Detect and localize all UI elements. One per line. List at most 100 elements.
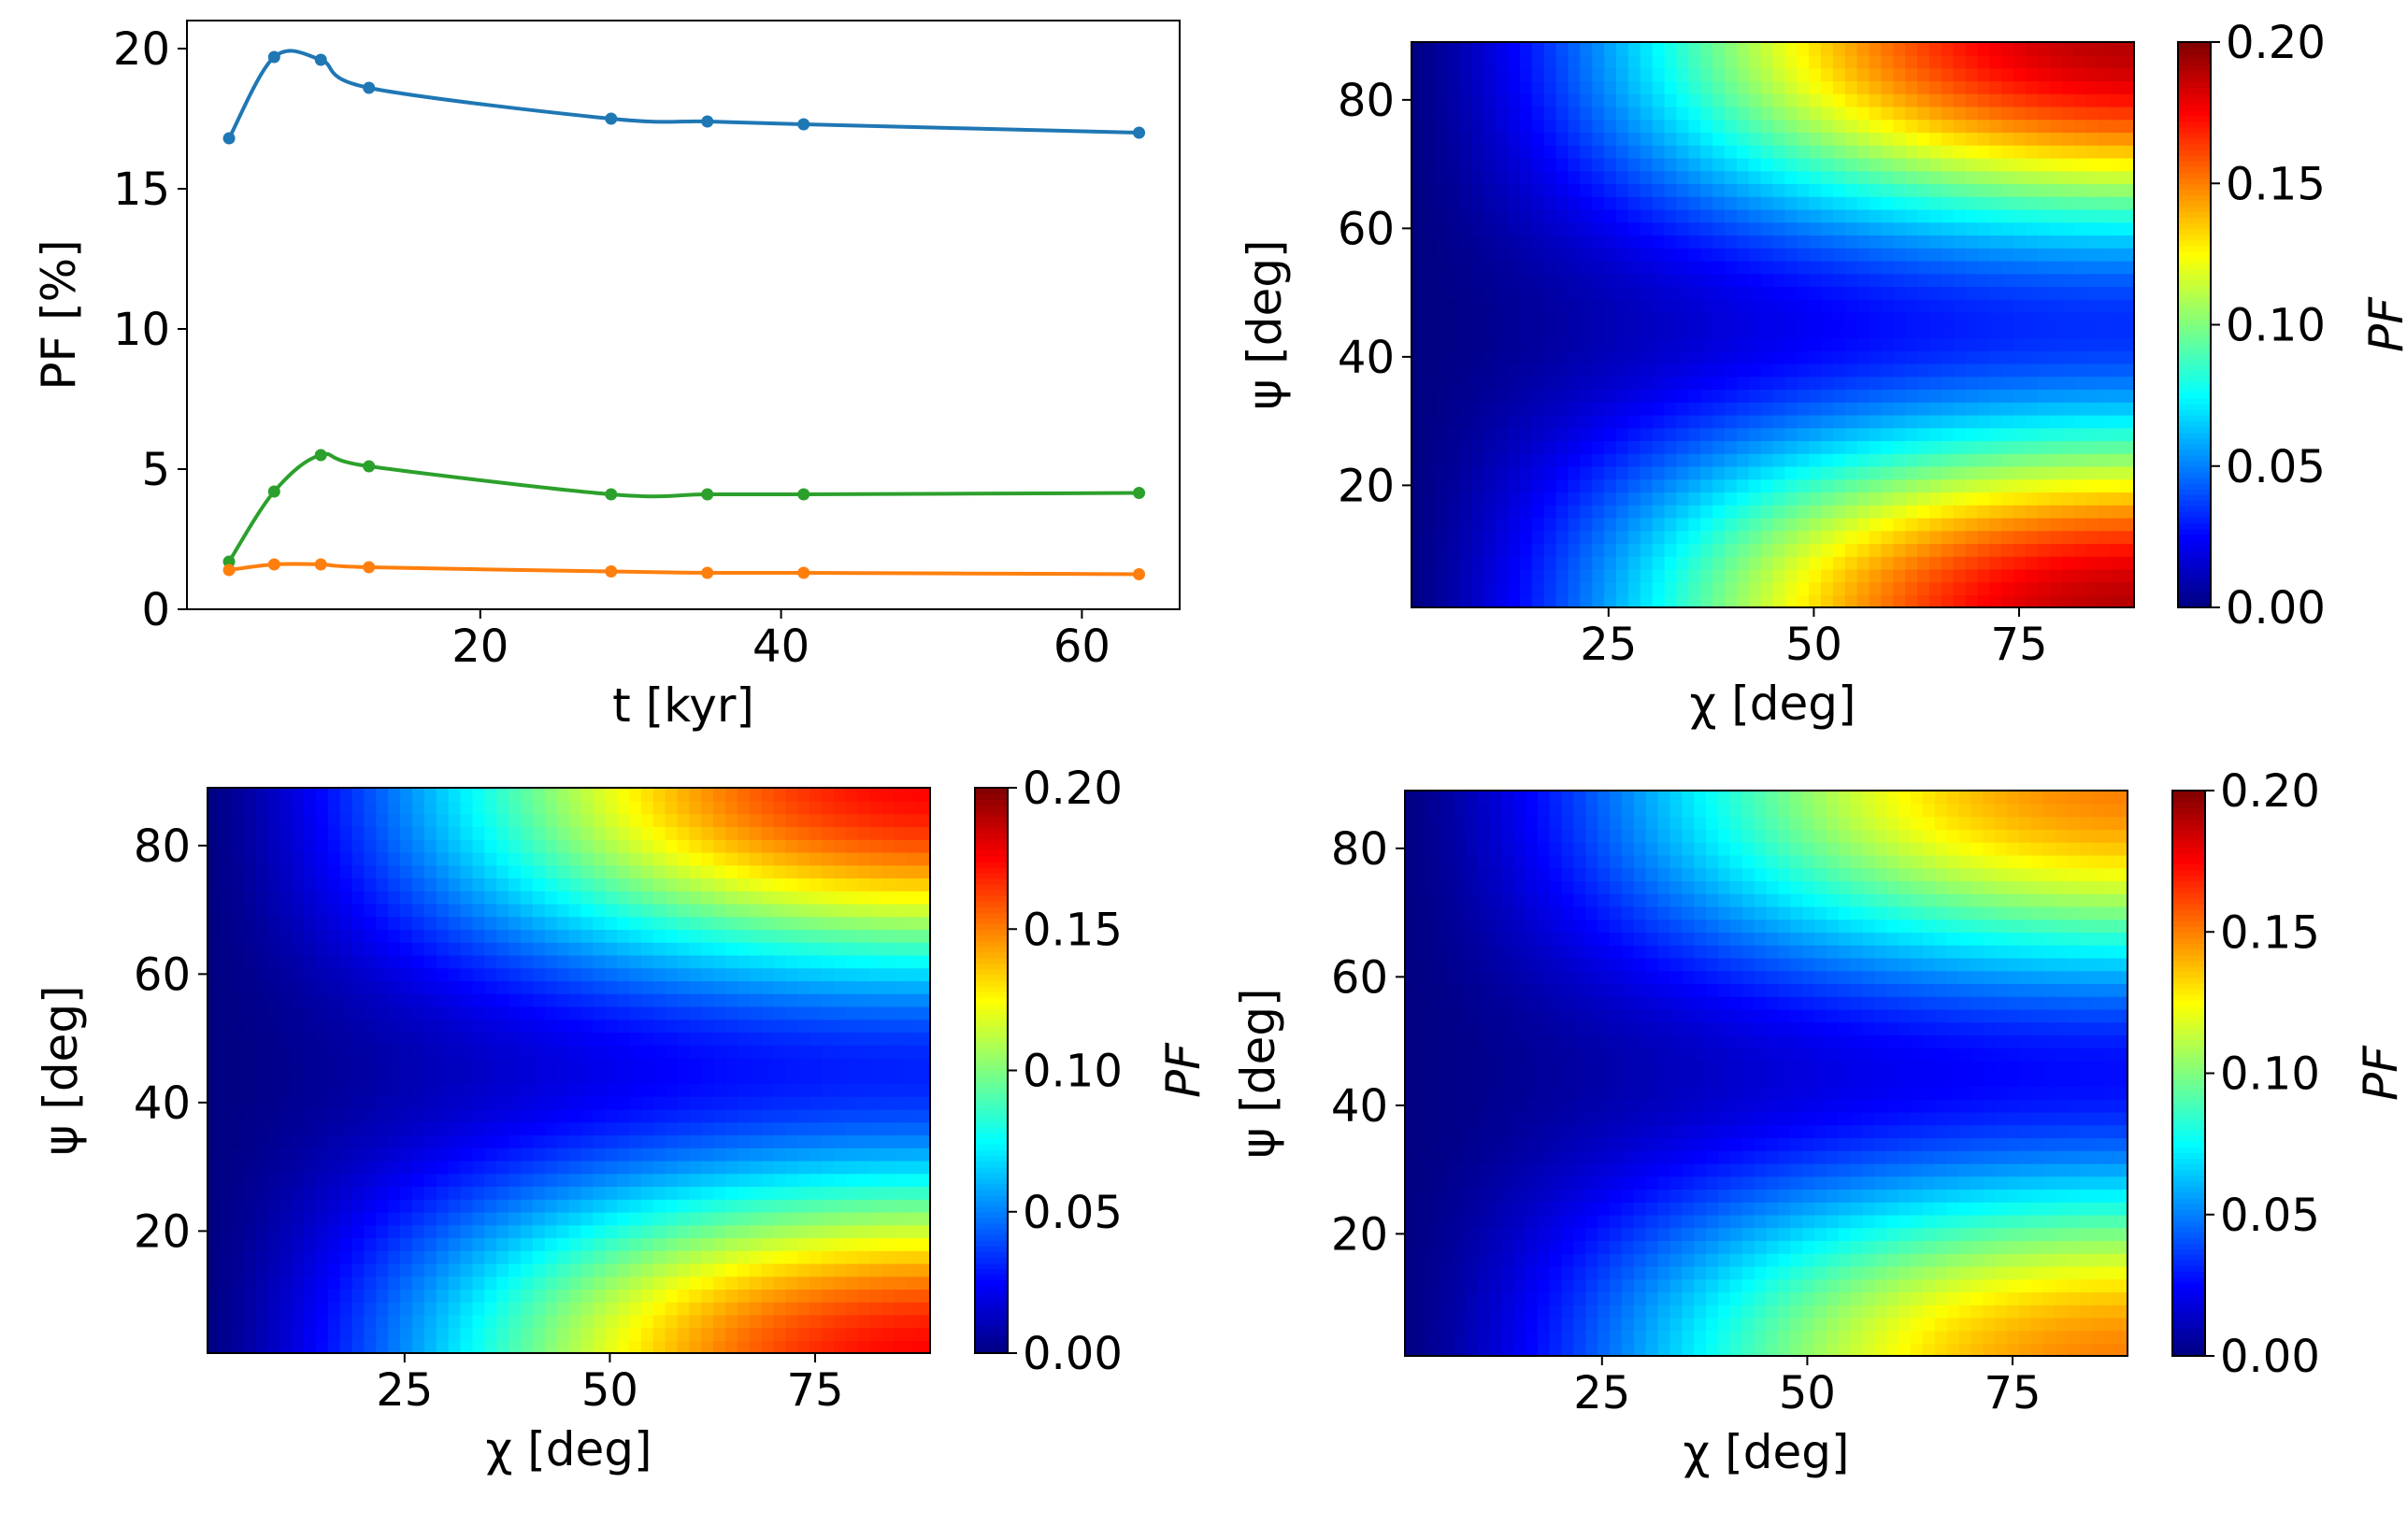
heatmap-cell	[2049, 530, 2063, 545]
heatmap-cell	[1965, 196, 1979, 210]
heatmap-cell	[593, 1045, 606, 1059]
heatmap-cell	[1989, 324, 2003, 339]
heatmap-cell	[1604, 517, 1617, 532]
heatmap-cell	[1724, 248, 1738, 262]
heatmap-cell	[556, 1224, 570, 1239]
heatmap-cell	[1856, 54, 1870, 69]
heatmap-cell	[1555, 324, 1569, 339]
heatmap-cell	[219, 891, 233, 905]
heatmap-cell	[412, 1148, 425, 1162]
heatmap-cell	[2122, 248, 2135, 262]
heatmap-cell	[400, 1237, 413, 1251]
heatmap-cell	[1977, 350, 1991, 364]
heatmap-cell	[1676, 594, 1690, 608]
heatmap-cell	[556, 1340, 570, 1354]
heatmap-cell	[1881, 67, 1895, 82]
heatmap-cell	[1844, 299, 1858, 313]
heatmap-cell	[617, 954, 630, 969]
heatmap-cell	[2122, 170, 2135, 185]
heatmap-cell	[351, 1224, 365, 1239]
heatmap-cell	[2110, 414, 2123, 429]
heatmap-cell	[351, 1121, 365, 1136]
heatmap-cell	[761, 1019, 775, 1034]
heatmap-cell	[749, 1276, 763, 1290]
heatmap-cell	[1832, 530, 1846, 545]
heatmap-cell	[1917, 42, 1930, 56]
heatmap-cell	[1627, 273, 1641, 288]
heatmap-cell	[1568, 157, 1582, 172]
heatmap-cell	[1543, 286, 1557, 300]
heatmap-cell	[388, 826, 401, 840]
heatmap-cell	[2037, 157, 2051, 172]
heatmap-cell	[1844, 350, 1858, 364]
heatmap-cell	[2098, 581, 2112, 596]
heatmap-cell	[1893, 543, 1907, 557]
heatmap-cell	[1676, 324, 1690, 339]
heatmap-cell	[2013, 196, 2027, 210]
heatmap-cell	[400, 993, 413, 1007]
heatmap-cell	[1869, 106, 1883, 121]
heatmap-cell	[304, 1032, 317, 1046]
heatmap-cell	[327, 851, 341, 866]
heatmap-cell	[1555, 208, 1569, 223]
heatmap-cell	[520, 1032, 534, 1046]
heatmap-cell	[219, 1057, 233, 1072]
heatmap-cell	[749, 1314, 763, 1329]
heatmap-cell	[520, 1070, 534, 1085]
heatmap-cell	[1496, 324, 1509, 339]
heatmap-cell	[2098, 517, 2112, 532]
heatmap-cell	[2085, 208, 2099, 223]
heatmap-cell	[1616, 208, 1629, 223]
heatmap-cell	[460, 1327, 474, 1342]
heatmap-cell	[279, 1019, 293, 1034]
heatmap-cell	[339, 800, 353, 815]
heatmap-cell	[1989, 273, 2003, 288]
heatmap-cell	[2001, 427, 2014, 442]
heatmap-cell	[1508, 414, 1521, 429]
heatmap-cell	[1519, 505, 1533, 519]
heatmap-cell	[400, 864, 413, 879]
heatmap-cell	[436, 1302, 450, 1316]
heatmap-cell	[1471, 530, 1485, 545]
heatmap-cell	[1519, 594, 1533, 608]
heatmap-cell	[1592, 273, 1605, 288]
heatmap-cell	[1496, 478, 1509, 493]
heatmap-cell	[1809, 492, 1822, 506]
heatmap-cell	[304, 1096, 317, 1110]
heatmap-cell	[1447, 324, 1461, 339]
heatmap-cell	[509, 877, 522, 891]
heatmap-cell	[315, 954, 329, 969]
heatmap-cell	[292, 1340, 305, 1354]
heatmap-cell	[785, 1276, 799, 1290]
heatmap-cell	[1893, 235, 1907, 249]
heatmap-cell	[1784, 311, 1798, 326]
heatmap-cell	[1821, 440, 1834, 454]
heatmap-cell	[556, 800, 570, 815]
heatmap-cell	[448, 1186, 462, 1200]
heatmap-cell	[496, 1327, 509, 1342]
heatmap-cell	[423, 1237, 437, 1251]
heatmap-cell	[556, 851, 570, 866]
heatmap-cell	[304, 1237, 317, 1251]
heatmap-cell	[1519, 235, 1533, 249]
heatmap-cell	[640, 1121, 654, 1136]
heatmap-cell	[364, 954, 378, 969]
heatmap-cell	[749, 1237, 763, 1251]
heatmap-cell	[1953, 453, 1967, 467]
heatmap-cell	[2061, 402, 2075, 416]
heatmap-cell	[665, 1160, 679, 1175]
heatmap-cell	[484, 1173, 497, 1188]
heatmap-cell	[1508, 67, 1521, 82]
heatmap-cell	[2122, 414, 2135, 429]
heatmap-cell	[1784, 414, 1798, 429]
heatmap-cell	[593, 1237, 606, 1251]
heatmap-cell	[2013, 402, 2027, 416]
heatmap-cell	[1580, 363, 1594, 378]
heatmap-cell	[1508, 440, 1521, 454]
heatmap-cell	[2122, 93, 2135, 107]
heatmap-cell	[749, 1083, 763, 1097]
heatmap-cell	[1652, 414, 1666, 429]
heatmap-cell	[1809, 208, 1822, 223]
colorbar-segment	[2178, 347, 2211, 354]
